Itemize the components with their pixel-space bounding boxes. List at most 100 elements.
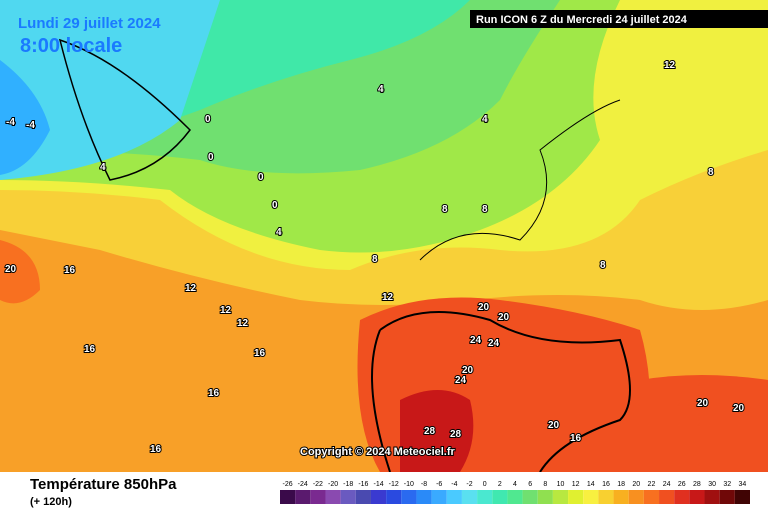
legend-swatch — [492, 490, 508, 504]
legend-label: 24 — [663, 481, 671, 488]
region-blue — [0, 60, 50, 175]
legend-label: 34 — [739, 481, 747, 488]
legend-label: -6 — [436, 481, 442, 488]
legend-label: -10 — [404, 481, 414, 488]
legend-label: -4 — [451, 481, 457, 488]
contour-label: 16 — [208, 388, 220, 399]
contour-label: -4 — [26, 120, 35, 131]
contour-label: 8 — [600, 260, 606, 271]
legend-swatch — [280, 490, 296, 504]
legend-swatch — [659, 490, 675, 504]
contour-label: 16 — [64, 265, 76, 276]
contour-label: 4 — [482, 114, 488, 125]
run-box — [470, 10, 768, 28]
legend-swatch — [461, 490, 478, 504]
contour-label: 0 — [208, 152, 214, 163]
legend-label: 32 — [723, 481, 731, 488]
contour-label: 20 — [5, 264, 17, 275]
legend-label: 0 — [483, 481, 487, 488]
contour-label: 8 — [708, 167, 714, 178]
legend-swatch — [310, 490, 326, 504]
legend-swatch — [386, 490, 402, 504]
contour-label: 16 — [150, 444, 162, 455]
contour-label: 4 — [100, 162, 106, 173]
legend-swatch — [355, 490, 371, 504]
run-text: Run ICON 6 Z du Mercredi 24 juillet 2024 — [476, 14, 688, 26]
legend-label: 12 — [572, 481, 580, 488]
contour-label: 24 — [455, 375, 467, 386]
contour-label: 16 — [84, 344, 96, 355]
legend-label: -2 — [466, 481, 472, 488]
legend-swatch — [552, 490, 569, 504]
legend-swatch — [401, 490, 417, 504]
legend-swatch — [689, 490, 705, 504]
contour-label: 12 — [185, 283, 197, 294]
region-cyan — [0, 0, 220, 180]
contour-label: 16 — [254, 348, 266, 359]
contour-label: 24 — [488, 338, 500, 349]
region-red-east — [640, 375, 768, 472]
contour-label: 8 — [442, 204, 448, 215]
contour-label: 12 — [220, 305, 232, 316]
legend-label: 14 — [587, 481, 595, 488]
legend-swatch — [477, 490, 493, 504]
contour-label: 28 — [450, 429, 462, 440]
contour-label: 20 — [733, 403, 745, 414]
legend-swatch — [416, 490, 432, 504]
legend-swatch — [370, 490, 387, 504]
contour-label: 20 — [697, 398, 709, 409]
contour-label: 0 — [258, 172, 264, 183]
region-orange-west — [0, 240, 40, 304]
legend-label: 30 — [708, 481, 716, 488]
legend-swatch — [719, 490, 735, 504]
contour-label: 12 — [382, 292, 394, 303]
legend-swatch — [325, 490, 341, 504]
legend-label: -12 — [389, 481, 399, 488]
contour-label: 4 — [276, 227, 282, 238]
legend-swatch — [446, 490, 462, 504]
legend-label: -24 — [298, 481, 308, 488]
legend-swatch — [431, 490, 447, 504]
contour-label: 16 — [570, 433, 582, 444]
legend-label: -26 — [283, 481, 293, 488]
legend-label: -22 — [313, 481, 323, 488]
legend: -26 -24 -22 -20 -18 -16 -14 -12 -10 -8 -6 -4 -2 0 2 4 6 8… — [280, 481, 750, 504]
coastline — [58, 38, 191, 181]
legend-swatch — [340, 490, 356, 504]
contour-label: 20 — [462, 365, 474, 376]
legend-label: 4 — [513, 481, 517, 488]
legend-label: -8 — [421, 481, 427, 488]
legend-label: -20 — [328, 481, 338, 488]
legend-label: 20 — [632, 481, 640, 488]
legend-swatch — [674, 490, 690, 504]
legend-swatch — [583, 490, 599, 504]
contour-label: 0 — [205, 114, 211, 125]
contour-label: 4 — [378, 84, 384, 95]
legend-swatch — [734, 490, 750, 504]
footer-subtitle: (+ 120h) — [30, 496, 72, 508]
legend-swatch — [568, 490, 584, 504]
contour-label: -4 — [6, 117, 15, 128]
legend-label: 6 — [528, 481, 532, 488]
coastline — [419, 99, 621, 261]
legend-swatch — [613, 490, 629, 504]
legend-swatch — [643, 490, 660, 504]
contour-label: 20 — [478, 302, 490, 313]
contour-label: 0 — [272, 200, 278, 211]
legend-label: 18 — [617, 481, 625, 488]
coastline — [371, 311, 631, 473]
legend-swatch — [598, 490, 614, 504]
legend-label: 16 — [602, 481, 610, 488]
contour-label: 12 — [237, 318, 249, 329]
contour-label: 20 — [498, 312, 510, 323]
time-text: 8:00 locale — [20, 35, 122, 57]
contour-label: 8 — [482, 204, 488, 215]
legend-swatch — [537, 490, 553, 504]
legend-label: 8 — [543, 481, 547, 488]
legend-label: 28 — [693, 481, 701, 488]
legend-swatch — [507, 490, 523, 504]
contour-label: 8 — [372, 254, 378, 265]
